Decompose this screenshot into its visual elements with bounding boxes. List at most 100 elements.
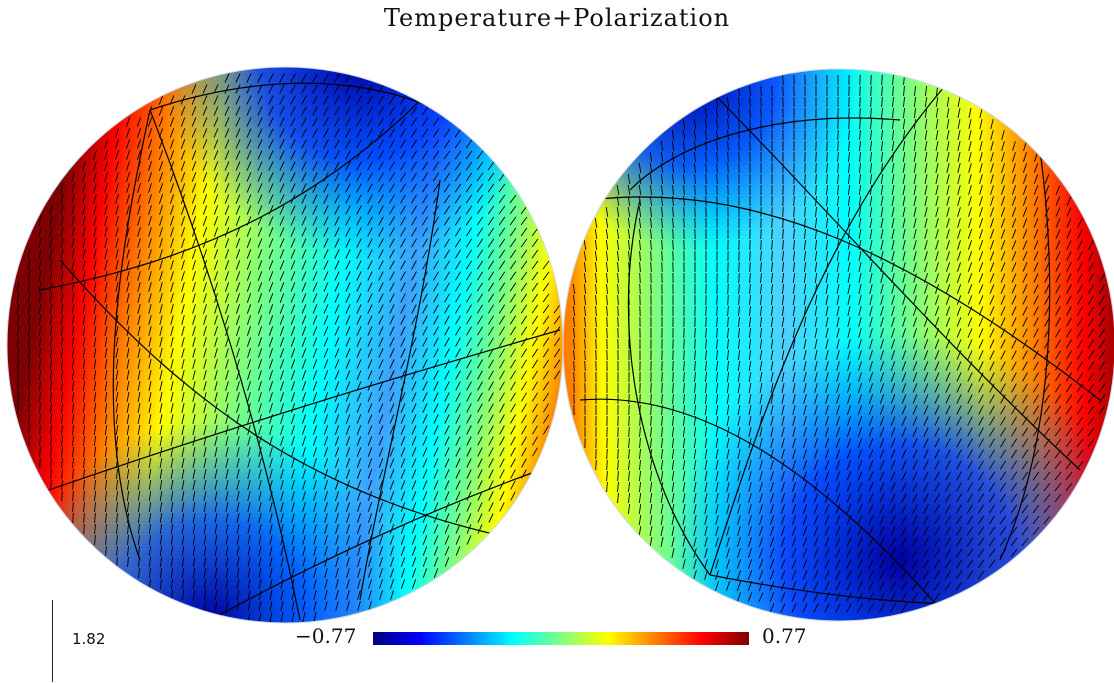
polarization-vector	[454, 205, 462, 215]
polarization-vector	[291, 447, 295, 457]
polarization-vector	[61, 413, 63, 425]
polarization-vector	[847, 284, 851, 294]
polarization-vector	[115, 468, 119, 480]
polarization-vector	[672, 393, 674, 405]
polarization-vector	[847, 240, 851, 250]
polarization-vector	[660, 184, 664, 196]
polarization-vector	[367, 480, 373, 490]
polarization-vector	[509, 194, 517, 204]
polarization-vector	[802, 548, 808, 558]
polarization-vector	[378, 348, 384, 358]
polarization-vector	[345, 348, 351, 358]
polarization-vector	[72, 446, 74, 458]
polarization-vector	[726, 493, 730, 503]
polarization-vector	[616, 185, 620, 195]
polarization-vector	[301, 139, 307, 149]
polarization-vector	[301, 359, 307, 369]
polarization-vector	[83, 468, 85, 480]
polarization-vector	[890, 504, 896, 514]
polarization-vector	[302, 578, 306, 590]
polarization-vector	[367, 337, 373, 347]
polarization-vector	[137, 205, 141, 215]
polarization-vector	[945, 317, 951, 327]
polarization-vector	[999, 460, 1007, 470]
polarization-vector	[225, 436, 229, 446]
polarization-vector	[900, 592, 908, 602]
polarization-vector	[466, 491, 472, 501]
polarization-vector	[639, 437, 641, 449]
polarization-vector	[324, 491, 328, 501]
polarization-vector	[334, 227, 340, 237]
polarization-vector	[400, 491, 406, 501]
polarization-vector	[181, 271, 185, 281]
polarization-vector	[627, 206, 631, 218]
polarization-vector	[28, 413, 30, 425]
polarization-vector	[258, 414, 262, 424]
polarization-vector	[334, 403, 340, 413]
polarization-vector	[769, 603, 775, 613]
polarization-vector	[312, 403, 318, 413]
polarization-vector	[269, 568, 273, 578]
polarization-vector	[1022, 207, 1028, 217]
polarization-vector	[28, 435, 30, 447]
polarization-vector	[268, 216, 274, 226]
polarization-vector	[389, 568, 395, 578]
polarization-vector	[444, 524, 450, 534]
polarization-vector	[521, 458, 527, 468]
polarization-vector	[912, 537, 918, 547]
polarization-vector	[705, 129, 707, 141]
polarization-vector	[356, 293, 362, 303]
polarization-vector	[1054, 482, 1062, 492]
polarization-vector	[770, 294, 774, 306]
polarization-vector	[988, 471, 996, 481]
polarization-vector	[859, 140, 861, 152]
polarization-vector	[946, 119, 950, 129]
polarization-vector	[946, 207, 950, 217]
polarization-vector	[400, 524, 406, 534]
polarization-vector	[835, 515, 841, 525]
polarization-vector	[411, 249, 417, 259]
polarization-vector	[345, 150, 351, 160]
polarization-vector	[356, 326, 362, 336]
polarization-vector	[880, 196, 884, 206]
polarization-vector	[192, 425, 196, 435]
polarization-vector	[213, 150, 219, 160]
polarization-vector	[847, 184, 851, 196]
polarization-vector	[770, 350, 774, 360]
polarization-vector	[279, 337, 285, 347]
polarization-vector	[1011, 207, 1017, 217]
polarization-vector	[466, 370, 472, 380]
polarization-vector	[148, 227, 152, 237]
polarization-vector	[433, 568, 439, 578]
polarization-vector	[280, 590, 284, 600]
polarization-vector	[532, 414, 538, 424]
polarization-vector	[726, 548, 730, 558]
polarization-vector	[1011, 405, 1017, 415]
polarization-vector	[422, 370, 428, 380]
polarization-vector	[606, 327, 608, 339]
polarization-vector	[770, 394, 774, 404]
polarization-vector	[258, 403, 262, 413]
polarization-vector	[913, 295, 917, 305]
polarization-vector	[313, 524, 317, 534]
polarization-vector	[671, 504, 675, 514]
polarization-vector	[782, 217, 784, 229]
polarization-vector	[71, 204, 75, 216]
polarization-vector	[169, 161, 175, 171]
polarization-vector	[934, 471, 940, 481]
polarization-vector	[594, 229, 598, 239]
polarization-vector	[1010, 504, 1018, 514]
polarization-vector	[520, 326, 528, 336]
polarization-vector	[126, 150, 130, 160]
polarization-vector	[1044, 174, 1050, 184]
polarization-vector	[957, 207, 961, 217]
polarization-vector	[1033, 240, 1039, 250]
polarization-vector	[280, 557, 284, 567]
polarization-vector	[858, 317, 862, 327]
polarization-vector	[531, 227, 539, 237]
polarization-vector	[356, 205, 362, 215]
polarization-vector	[356, 161, 362, 171]
polarization-vector	[957, 130, 961, 140]
polarization-vector	[880, 129, 884, 141]
polarization-vector	[1011, 262, 1017, 272]
